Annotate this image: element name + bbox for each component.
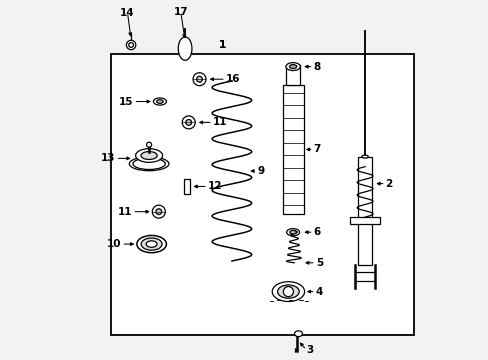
Text: 4: 4	[315, 287, 323, 297]
Text: 7: 7	[313, 144, 320, 154]
Circle shape	[152, 205, 165, 218]
Ellipse shape	[289, 230, 296, 234]
Circle shape	[185, 120, 191, 125]
Ellipse shape	[361, 155, 367, 158]
Text: 11: 11	[118, 207, 132, 217]
Circle shape	[193, 73, 205, 86]
Ellipse shape	[178, 37, 192, 60]
Ellipse shape	[272, 282, 304, 301]
Circle shape	[126, 40, 136, 50]
Ellipse shape	[289, 65, 296, 69]
Bar	[357, 157, 371, 265]
Text: 13: 13	[101, 153, 115, 163]
Text: 17: 17	[173, 6, 188, 17]
Circle shape	[283, 287, 293, 297]
Text: 12: 12	[207, 181, 222, 192]
Text: 5: 5	[315, 258, 323, 268]
Text: 6: 6	[313, 227, 320, 237]
Text: 3: 3	[306, 345, 313, 355]
Bar	[282, 85, 303, 214]
Text: 8: 8	[313, 62, 320, 72]
Ellipse shape	[146, 241, 157, 247]
Ellipse shape	[286, 229, 299, 236]
Bar	[286, 65, 299, 85]
Bar	[349, 217, 380, 224]
Ellipse shape	[156, 100, 163, 103]
Text: 16: 16	[225, 74, 240, 84]
Text: 11: 11	[212, 117, 227, 127]
Text: 1: 1	[219, 40, 226, 50]
Text: 2: 2	[385, 179, 392, 189]
Bar	[183, 179, 189, 194]
Text: 15: 15	[119, 96, 133, 107]
Bar	[111, 54, 413, 335]
Circle shape	[182, 116, 195, 129]
Ellipse shape	[135, 149, 163, 162]
Circle shape	[128, 43, 133, 47]
Ellipse shape	[277, 285, 299, 298]
Text: 9: 9	[257, 166, 264, 176]
Text: 1: 1	[219, 40, 226, 50]
Ellipse shape	[141, 238, 162, 250]
Text: 14: 14	[120, 8, 135, 18]
Circle shape	[146, 142, 151, 147]
Ellipse shape	[153, 98, 166, 105]
Ellipse shape	[141, 152, 157, 159]
Ellipse shape	[137, 235, 166, 253]
Text: 10: 10	[107, 239, 121, 249]
Circle shape	[196, 76, 202, 82]
Ellipse shape	[294, 331, 302, 337]
Circle shape	[156, 209, 162, 215]
Ellipse shape	[285, 63, 300, 71]
